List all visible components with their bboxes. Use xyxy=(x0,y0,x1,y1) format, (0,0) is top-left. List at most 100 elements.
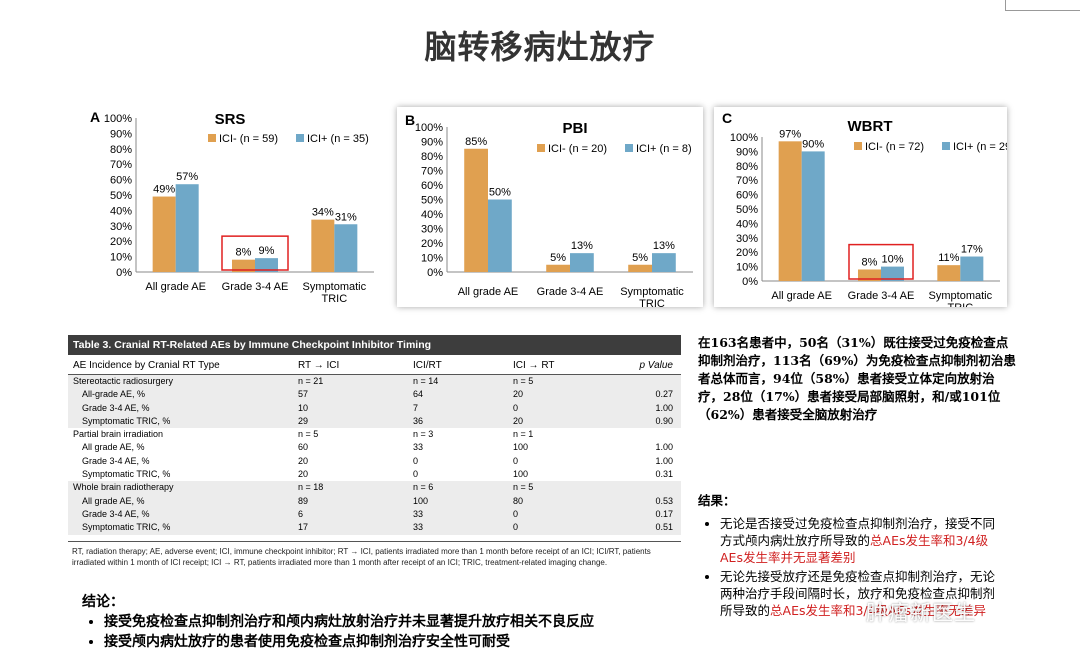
table-cell: 64 xyxy=(413,389,424,400)
y-tick-label: 40% xyxy=(421,209,443,221)
chart-panel-pbi: B PBI ICI- (n = 20) ICI+ (n = 8) 0% 10% 20% 30%… xyxy=(397,107,703,310)
table-cell: 0.27 xyxy=(655,389,673,400)
y-tick-label: 20% xyxy=(110,236,132,248)
table-row: Symptomatic TRIC, % 17 33 0 0.51 xyxy=(68,521,681,535)
table-header: AE Incidence by Cranial RT Type RT → ICI… xyxy=(68,355,681,375)
highlight-box xyxy=(221,235,289,271)
table-row-label: Partial brain irradiation xyxy=(73,429,164,440)
bar-value-label: 8% xyxy=(862,256,878,268)
bar xyxy=(231,259,255,272)
table-cell: 33 xyxy=(413,442,424,453)
table-cell: 29 xyxy=(298,415,309,426)
y-tick-label: 60% xyxy=(421,180,443,192)
y-tick-label: 30% xyxy=(421,224,443,236)
ae-table: Table 3. Cranial RT-Related AEs by Immun… xyxy=(68,335,681,575)
y-tick-label: 90% xyxy=(110,128,132,140)
y-tick-label: 80% xyxy=(110,144,132,156)
table-row-label: Symptomatic TRIC, % xyxy=(82,415,171,426)
header-ici-rt: ICI/RT xyxy=(413,360,442,371)
table-row-label: Symptomatic TRIC, % xyxy=(82,469,171,480)
table-cell: 60 xyxy=(298,442,309,453)
header-type: AE Incidence by Cranial RT Type xyxy=(73,360,220,371)
bar xyxy=(652,253,676,272)
conclusion-list: 接受免疫检查点抑制剂治疗和颅内病灶放射治疗并未显著提升放疗相关不良反应 接受颅内… xyxy=(82,612,702,652)
category-label: All grade AE xyxy=(458,286,519,298)
category-label: All grade AE xyxy=(145,281,206,293)
results-section: 结果： 无论是否接受过免疫检查点抑制剂治疗，接受不同方式颅内病灶放疗所导致的总A… xyxy=(698,492,998,621)
table-row: All-grade AE, % 57 64 20 0.27 xyxy=(68,388,681,402)
table-cell: 10 xyxy=(298,402,309,413)
table-cell: n = 5 xyxy=(513,376,534,386)
table-row-label: All grade AE, % xyxy=(82,495,145,506)
legend-swatch xyxy=(208,134,216,142)
table-cell: 17 xyxy=(298,522,309,533)
bar xyxy=(960,256,984,281)
table-cell: 20 xyxy=(298,469,309,480)
table-cell: 0.17 xyxy=(655,508,673,519)
header-rt-ici: RT → ICI xyxy=(298,360,340,371)
results-heading: 结果： xyxy=(698,493,736,508)
table-row: Grade 3-4 AE, % 6 33 0 0.17 xyxy=(68,507,681,522)
table-row: Grade 3-4 AE, % 10 7 0 1.00 xyxy=(68,401,681,415)
results-item-text: 无论是否接受过免疫检查点抑制剂治疗，接受不同方式颅内病灶放疗所导致的 xyxy=(720,516,996,548)
table-cell: n = 21 xyxy=(298,376,324,386)
header-p-value-text: p Value xyxy=(639,360,673,371)
table-cell xyxy=(628,481,681,494)
results-item-highlight: 总AEs发生率和3/4级AEs发生率无差异 xyxy=(770,603,987,618)
table-cell: 80 xyxy=(513,495,524,506)
table-cell: 0.90 xyxy=(655,415,673,426)
bar-value-label: 50% xyxy=(489,187,511,199)
table-cell: 0.53 xyxy=(655,495,673,506)
conclusion-section: 结论： 接受免疫检查点抑制剂治疗和颅内病灶放射治疗并未显著提升放疗相关不良反应 … xyxy=(82,592,702,652)
bar-value-label: 97% xyxy=(779,128,801,140)
table-cell: 1.00 xyxy=(655,455,673,466)
category-label: Grade 3-4 AE xyxy=(222,281,289,293)
category-label: TRIC xyxy=(947,302,973,307)
y-tick-label: 0% xyxy=(427,267,443,279)
chart-panel-wbrt: C WBRT ICI- (n = 72) ICI+ (n = 29) 0% 10% 20% 3… xyxy=(714,107,1015,314)
table-row-label: Grade 3-4 AE, % xyxy=(82,508,150,519)
conclusion-item: 接受免疫检查点抑制剂治疗和颅内病灶放射治疗并未显著提升放疗相关不良反应 xyxy=(104,612,702,632)
table-cell: 7 xyxy=(413,402,419,413)
chart-pbi: B PBI ICI- (n = 20) ICI+ (n = 8) 0% 10% 20% 30%… xyxy=(405,112,693,310)
table-cell: n = 6 xyxy=(413,482,434,493)
panel-letter: A xyxy=(90,109,100,125)
y-tick-label: 70% xyxy=(110,159,132,171)
y-tick-label: 0% xyxy=(742,276,758,288)
table-group-row: Partial brain irradiation n = 5 n = 3 n = 1 xyxy=(68,428,681,441)
corner-decoration xyxy=(1005,0,1080,11)
table-cell: 100 xyxy=(513,469,529,480)
table-group-row: Stereotactic radiosurgery n = 21 n = 14 n =… xyxy=(68,375,681,389)
table-row-label: All-grade AE, % xyxy=(82,389,146,400)
y-tick-label: 20% xyxy=(736,247,758,259)
legend-swatch xyxy=(625,144,633,152)
results-item-highlight: 总AEs发生率和3/4级AEs发生率并无显著差别 xyxy=(720,533,989,565)
chart-wbrt: C WBRT ICI- (n = 72) ICI+ (n = 29) 0% 10% 20% 3… xyxy=(722,110,1015,314)
bar-value-label: 10% xyxy=(881,254,903,266)
legend-label: ICI- (n = 59) xyxy=(219,133,278,145)
y-tick-label: 10% xyxy=(421,253,443,265)
table-cell: 0 xyxy=(513,508,519,519)
bar-value-label: 11% xyxy=(938,252,959,264)
table-cell: 36 xyxy=(413,415,424,426)
table-footnote: RT, radiation therapy; AE, adverse event… xyxy=(68,540,681,568)
table-row-label: Grade 3-4 AE, % xyxy=(82,402,150,413)
category-label: Symptomatic xyxy=(303,281,367,293)
bar xyxy=(570,253,594,272)
bar xyxy=(778,141,802,281)
chart-title: SRS xyxy=(215,111,246,128)
category-label: Grade 3-4 AE xyxy=(848,290,915,302)
bar xyxy=(546,264,570,272)
table-row: Symptomatic TRIC, % 20 0 100 0.31 xyxy=(68,468,681,481)
bar xyxy=(801,151,825,281)
table-row-label: Grade 3-4 AE, % xyxy=(82,455,150,466)
y-tick-label: 50% xyxy=(110,190,132,202)
bar xyxy=(311,219,335,272)
table-cell: 20 xyxy=(298,455,309,466)
table-cell: 0 xyxy=(513,402,519,413)
chart-title: WBRT xyxy=(848,118,893,135)
y-tick-label: 40% xyxy=(110,205,132,217)
category-label: TRIC xyxy=(639,298,665,307)
highlight-box xyxy=(848,243,914,280)
watermark: 肿瘤新医生 xyxy=(866,601,976,625)
